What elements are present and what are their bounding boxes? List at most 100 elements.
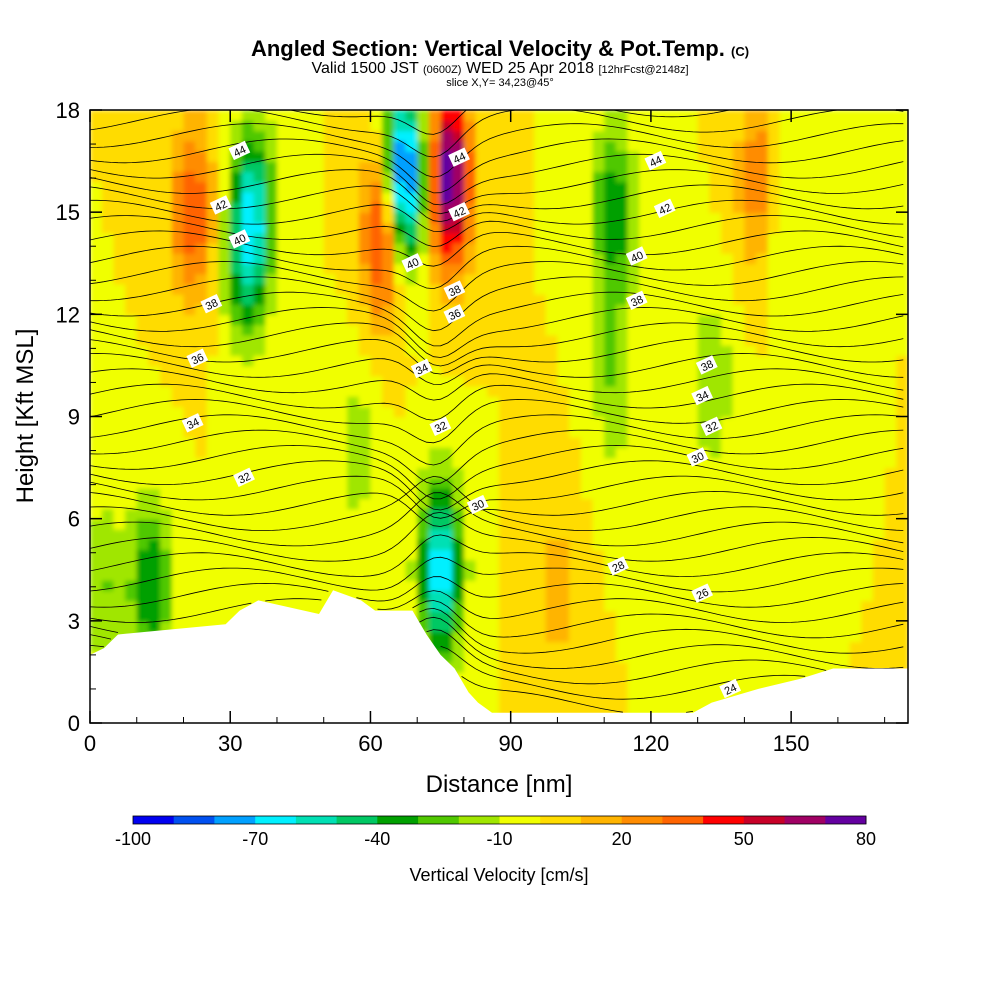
velocity-cell: [101, 334, 115, 346]
velocity-cell: [160, 130, 173, 142]
velocity-cell: [136, 436, 150, 448]
velocity-cell: [779, 498, 792, 510]
velocity-cell: [569, 416, 582, 428]
velocity-cell: [627, 273, 640, 285]
velocity-cell: [405, 201, 418, 213]
velocity-cell: [545, 324, 559, 336]
x-tick-label: 120: [633, 731, 670, 756]
velocity-cell: [674, 671, 687, 683]
velocity-cell: [732, 263, 746, 275]
velocity-cell: [370, 385, 383, 397]
velocity-cell: [522, 406, 535, 418]
velocity-cell: [101, 191, 115, 203]
isentrope-line: [90, 230, 904, 267]
velocity-cell: [849, 406, 863, 418]
velocity-cell: [802, 110, 816, 121]
velocity-cell: [101, 212, 115, 224]
velocity-cell: [160, 355, 173, 367]
velocity-cell: [241, 436, 255, 448]
velocity-cell: [615, 171, 629, 183]
velocity-cell: [744, 457, 757, 469]
velocity-cell: [101, 201, 115, 213]
velocity-cell: [674, 651, 687, 663]
velocity-cell: [534, 702, 547, 714]
velocity-cell: [417, 120, 430, 132]
velocity-cell: [323, 120, 337, 132]
velocity-cell: [627, 406, 640, 418]
velocity-cell: [347, 345, 360, 356]
velocity-cell: [709, 171, 722, 183]
velocity-cell: [171, 416, 185, 428]
velocity-cell: [592, 110, 605, 121]
velocity-cell: [90, 467, 103, 479]
velocity-cell: [791, 150, 804, 162]
velocity-cell: [393, 488, 407, 499]
velocity-cell: [136, 559, 150, 571]
velocity-cell: [148, 569, 161, 581]
velocity-cell: [113, 161, 126, 173]
velocity-cell: [744, 263, 757, 275]
velocity-cell: [791, 518, 804, 530]
velocity-cell: [288, 600, 302, 612]
velocity-cell: [428, 641, 442, 653]
velocity-cell: [499, 569, 512, 581]
velocity-cell: [767, 130, 781, 142]
velocity-cell: [674, 140, 687, 152]
velocity-cell: [662, 334, 676, 346]
velocity-cell: [604, 283, 617, 295]
velocity-cell: [814, 477, 827, 489]
velocity-cell: [896, 518, 908, 530]
theta-label: 26: [695, 586, 711, 602]
velocity-cell: [136, 416, 150, 428]
velocity-cell: [171, 212, 185, 224]
velocity-cell: [90, 140, 103, 152]
velocity-cell: [849, 120, 863, 132]
velocity-cell: [417, 396, 430, 408]
velocity-cell: [452, 120, 465, 132]
velocity-cell: [382, 191, 395, 203]
velocity-cell: [499, 671, 512, 683]
velocity-cell: [580, 447, 594, 459]
velocity-cell: [686, 120, 699, 132]
velocity-cell: [557, 375, 570, 387]
velocity-cell: [510, 293, 524, 305]
velocity-cell: [732, 242, 746, 254]
velocity-cell: [440, 375, 454, 387]
velocity-cell: [767, 110, 781, 121]
velocity-cell: [382, 150, 395, 162]
velocity-cell: [183, 436, 196, 448]
velocity-cell: [697, 242, 711, 254]
velocity-cell: [428, 385, 442, 397]
velocity-cell: [347, 477, 360, 489]
velocity-cell: [721, 539, 734, 551]
velocity-cell: [779, 457, 792, 469]
velocity-cell: [709, 222, 722, 234]
velocity-cell: [814, 416, 827, 428]
velocity-cell: [475, 661, 489, 673]
velocity-cell: [791, 590, 804, 602]
velocity-cell: [627, 365, 640, 377]
velocity-cell: [183, 610, 196, 622]
velocity-cell: [206, 426, 220, 438]
velocity-cell: [183, 385, 196, 397]
velocity-cell: [639, 201, 652, 213]
velocity-cell: [393, 365, 407, 377]
isentrope-line: [90, 199, 904, 233]
velocity-cell: [160, 171, 173, 183]
velocity-cell: [417, 590, 430, 602]
velocity-cell: [510, 528, 524, 540]
velocity-cell: [347, 467, 360, 479]
velocity-cell: [382, 273, 395, 285]
velocity-cell: [487, 641, 500, 653]
velocity-cell: [312, 600, 325, 612]
velocity-cell: [580, 212, 594, 224]
colorbar-tick-label: 20: [612, 829, 632, 849]
velocity-cell: [861, 304, 874, 316]
velocity-cell: [171, 498, 185, 510]
velocity-cell: [826, 610, 839, 622]
velocity-cell: [686, 304, 699, 316]
velocity-cell: [487, 436, 500, 448]
velocity-cell: [510, 661, 524, 673]
velocity-cell: [627, 569, 640, 581]
